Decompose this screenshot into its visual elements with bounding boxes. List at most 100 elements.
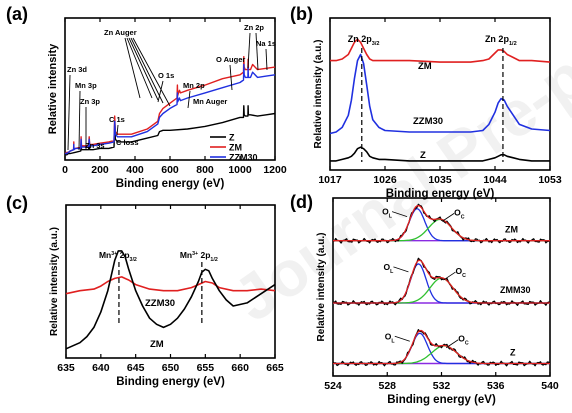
peak-label: Mn3+ 2p3/2 <box>99 250 137 263</box>
peak-label: Zn 2p3/2 <box>348 34 380 47</box>
annotation-pointer <box>67 74 71 151</box>
ol-pointer <box>393 266 409 273</box>
x-tick-label: 536 <box>487 380 505 392</box>
annotation-pointer <box>255 32 259 71</box>
ol-label-part: L <box>391 338 395 344</box>
annotation-pointer <box>157 80 164 103</box>
x-tick-label: 655 <box>197 362 215 374</box>
x-tick-label: 600 <box>161 164 179 176</box>
x-tick-label: 1026 <box>373 174 397 186</box>
x-tick-label: 1053 <box>538 174 562 186</box>
annotation-pointer <box>126 37 153 99</box>
x-tick-label: 635 <box>57 362 75 374</box>
oc-pointer <box>443 271 456 281</box>
legend-label: Z <box>229 133 235 143</box>
x-tick-label: 665 <box>266 362 284 374</box>
x-tick-label: 0 <box>62 164 68 176</box>
y-axis-label: Relative intensity (a.u.) <box>313 40 324 149</box>
annotation-pointer <box>78 90 81 151</box>
annotation-zn3d: Zn 3d <box>67 65 87 74</box>
oc-label-part: O <box>458 334 465 344</box>
series-label: ZM <box>418 61 432 72</box>
series-line-zm <box>65 250 276 350</box>
x-tick-label: 800 <box>196 164 214 176</box>
ol-component-line <box>333 332 550 365</box>
ol-label: OL <box>383 262 394 275</box>
x-tick-label: 1035 <box>428 174 452 186</box>
annotation-na1s: Na 1s <box>256 39 276 48</box>
annotation-pointer <box>247 32 251 69</box>
series-label: Z <box>420 150 426 161</box>
peak-label-part: 3/2 <box>372 41 380 47</box>
x-tick-label: 650 <box>162 362 180 374</box>
x-axis-label: Binding energy (eV) <box>387 394 496 406</box>
envelope-line <box>333 329 550 365</box>
oc-label: OC <box>454 207 465 220</box>
annotation-c1s: C 1s <box>109 115 125 124</box>
ol-component-line <box>333 263 550 304</box>
annotation-o-auger: O Auger <box>216 55 245 64</box>
series-line-zm <box>330 38 551 63</box>
series-line-zzm30 <box>65 63 276 155</box>
oc-label-part: C <box>461 214 465 220</box>
oc-label-part: C <box>462 273 466 279</box>
x-tick-label: 640 <box>92 362 110 374</box>
annotation-closs: C loss <box>116 138 139 147</box>
annotation-pointer <box>124 37 141 99</box>
ol-label-part: O <box>382 207 389 217</box>
sample-label: Z <box>510 348 516 358</box>
oc-label: OC <box>456 266 467 279</box>
ol-label-part: L <box>389 214 393 220</box>
y-axis-label: Relative intensity (a.u.) <box>316 233 327 342</box>
peak-label: Zn 2p1/2 <box>485 34 517 47</box>
ol-label-part: O <box>385 331 392 341</box>
x-tick-label: 524 <box>324 380 342 392</box>
sample-label: ZM <box>505 225 518 235</box>
series-label: ZZM30 <box>413 116 443 127</box>
annotation-zn3p: Zn 3p <box>80 97 100 106</box>
ol-label: OL <box>382 207 393 220</box>
x-tick-label: 660 <box>231 362 249 374</box>
panel-c: 635 640 645 650 655 660 665 Binding energy (eV)… <box>6 193 284 388</box>
peak-label-part: 2p <box>117 250 129 260</box>
annotation-pointer <box>229 64 233 91</box>
series-label: ZZM30 <box>145 298 175 309</box>
data-line <box>332 329 551 367</box>
panel-a: 0 200 400 600 800 1000 1200 Binding energy (eV)… <box>6 4 287 190</box>
x-tick-label: 1200 <box>263 164 287 176</box>
annotation-mn2p: Mn 2p <box>183 81 205 90</box>
envelope-line <box>333 259 550 304</box>
annotation-pointer <box>187 90 191 109</box>
peak-label: Mn3+ 2p1/2 <box>180 250 218 263</box>
annotation-pointer <box>265 48 268 71</box>
envelope-line <box>333 204 550 242</box>
panel-b: 1017 1026 1035 1044 1053 Binding energy (eV) R… <box>290 4 562 200</box>
x-axis-label: Binding energy (eV) <box>116 376 225 388</box>
sample-label: ZMM30 <box>500 285 531 295</box>
legend-label: ZZM30 <box>229 153 258 163</box>
series-label: ZM <box>150 339 164 350</box>
annotation-zn-auger: Zn Auger <box>104 28 137 37</box>
x-tick-label: 532 <box>433 380 451 392</box>
annotation-pointer <box>128 37 159 101</box>
annotation-zn3s: Zn 3s <box>85 141 105 150</box>
x-tick-label: 1017 <box>318 174 342 186</box>
panel-label: (a) <box>6 4 28 24</box>
data-line <box>332 203 551 244</box>
peak-label-part: 3+ <box>192 251 198 257</box>
oc-pointer <box>441 213 455 222</box>
annotation-pointer <box>130 37 164 104</box>
x-axis-label: Binding energy (eV) <box>116 178 225 190</box>
oc-component-line <box>333 345 550 365</box>
data-line <box>332 257 551 306</box>
peak-label-part: Zn 2p <box>485 34 510 44</box>
x-tick-label: 645 <box>127 362 145 374</box>
annotation-o1s: O 1s <box>158 71 174 80</box>
x-tick-label: 528 <box>378 380 396 392</box>
peak-label-part: Mn <box>180 250 192 260</box>
peak-label-part: Mn <box>99 250 111 260</box>
peak-label-part: 3/2 <box>130 257 137 263</box>
x-tick-label: 1044 <box>483 174 507 186</box>
series-line-z <box>330 146 550 162</box>
